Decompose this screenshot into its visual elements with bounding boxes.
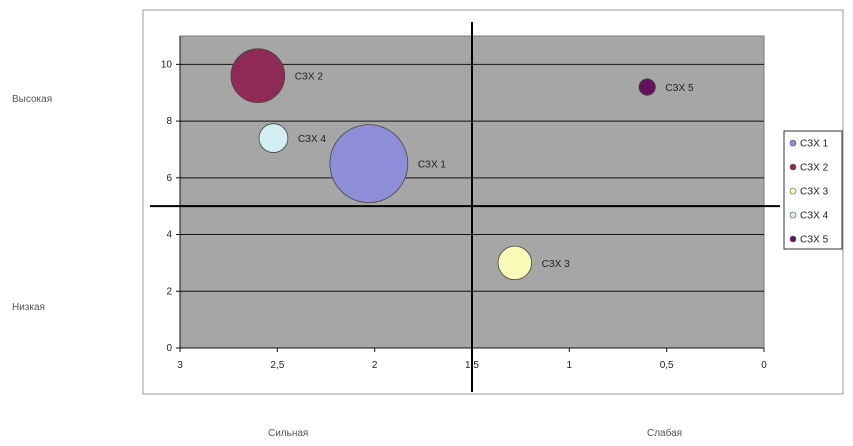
legend-label: СЗХ 4: [800, 211, 829, 222]
y-level-low-label: Низкая: [12, 302, 45, 313]
legend-marker: [789, 235, 797, 243]
x-tick-label: 0: [761, 360, 767, 371]
bubble: [329, 124, 409, 204]
x-tick-label: 1: [567, 360, 573, 371]
bubble-label: СЗХ 1: [418, 160, 447, 171]
legend-label: СЗХ 3: [800, 187, 829, 198]
bubble: [258, 123, 289, 153]
bubble-label: СЗХ 2: [295, 72, 324, 83]
x-tick-label: 3: [177, 360, 183, 371]
legend-marker: [789, 163, 797, 171]
x-tick-label: 0,5: [660, 360, 674, 371]
legend-label: СЗХ 5: [800, 235, 829, 246]
y-tick-label: 0: [166, 343, 172, 354]
x-tick-label: 2: [372, 360, 378, 371]
bubble-label: СЗХ 4: [298, 134, 327, 145]
x-level-weak-label: Слабая: [647, 428, 683, 439]
y-tick-label: 8: [166, 116, 172, 127]
y-tick-label: 2: [166, 286, 172, 297]
bubble-label: СЗХ 5: [665, 83, 694, 94]
y-level-high-label: Высокая: [12, 94, 53, 105]
bubble: [230, 48, 286, 104]
legend-label: СЗХ 1: [800, 139, 829, 150]
x-level-strong-label: Сильная: [268, 428, 309, 439]
y-tick-label: 6: [166, 173, 172, 184]
bubble-label: СЗХ 3: [542, 259, 571, 270]
x-tick-label: 2,5: [270, 360, 284, 371]
legend-label: СЗХ 2: [800, 163, 829, 174]
bubble: [497, 245, 532, 281]
y-tick-label: 10: [161, 59, 173, 70]
legend-marker: [789, 187, 797, 195]
bubble: [638, 78, 656, 96]
legend-marker: [789, 139, 797, 147]
y-tick-label: 4: [166, 230, 172, 241]
legend-marker: [789, 211, 797, 219]
